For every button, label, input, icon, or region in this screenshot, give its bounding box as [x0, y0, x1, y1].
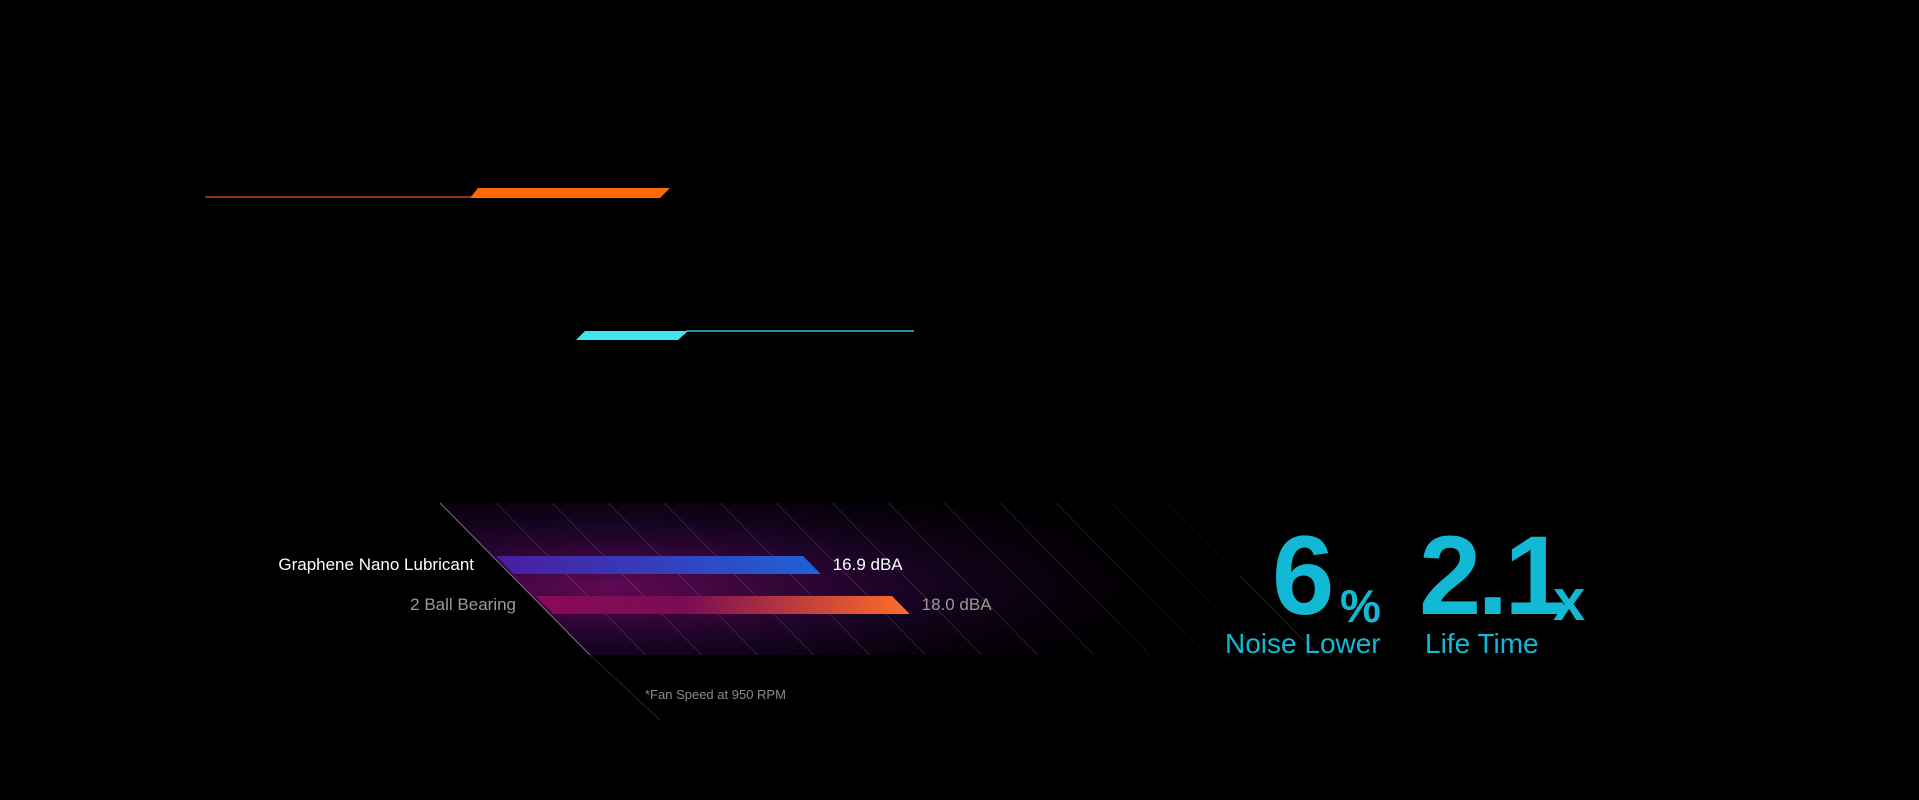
- category-label: 2 Ball Bearing: [410, 595, 516, 614]
- bar-2-ball-bearing: [536, 596, 910, 614]
- noise-lower-value: 6: [1272, 513, 1334, 638]
- life-time-unit: x: [1553, 568, 1586, 633]
- orange-accent-bar: [470, 188, 670, 198]
- axis-extension-line: [589, 654, 661, 721]
- chart-bars: [496, 556, 910, 614]
- chart-labels: Graphene Nano Lubricant 16.9 dBA 2 Ball Be…: [278, 555, 992, 702]
- category-label: Graphene Nano Lubricant: [278, 555, 474, 574]
- noise-lower-label: Noise Lower: [1225, 628, 1381, 659]
- chart-grid: [439, 502, 1319, 721]
- bar-graphene-nano-lubricant: [496, 556, 821, 574]
- noise-lower-unit: %: [1340, 580, 1381, 632]
- value-label: 18.0 dBA: [922, 595, 993, 614]
- chart-footnote: *Fan Speed at 950 RPM: [645, 687, 786, 702]
- life-time-label: Life Time: [1425, 628, 1539, 659]
- chart-fade: [440, 503, 1240, 655]
- life-time-value: 2.1: [1419, 513, 1567, 638]
- value-label: 16.9 dBA: [833, 555, 904, 574]
- cyan-accent-bar: [576, 331, 688, 340]
